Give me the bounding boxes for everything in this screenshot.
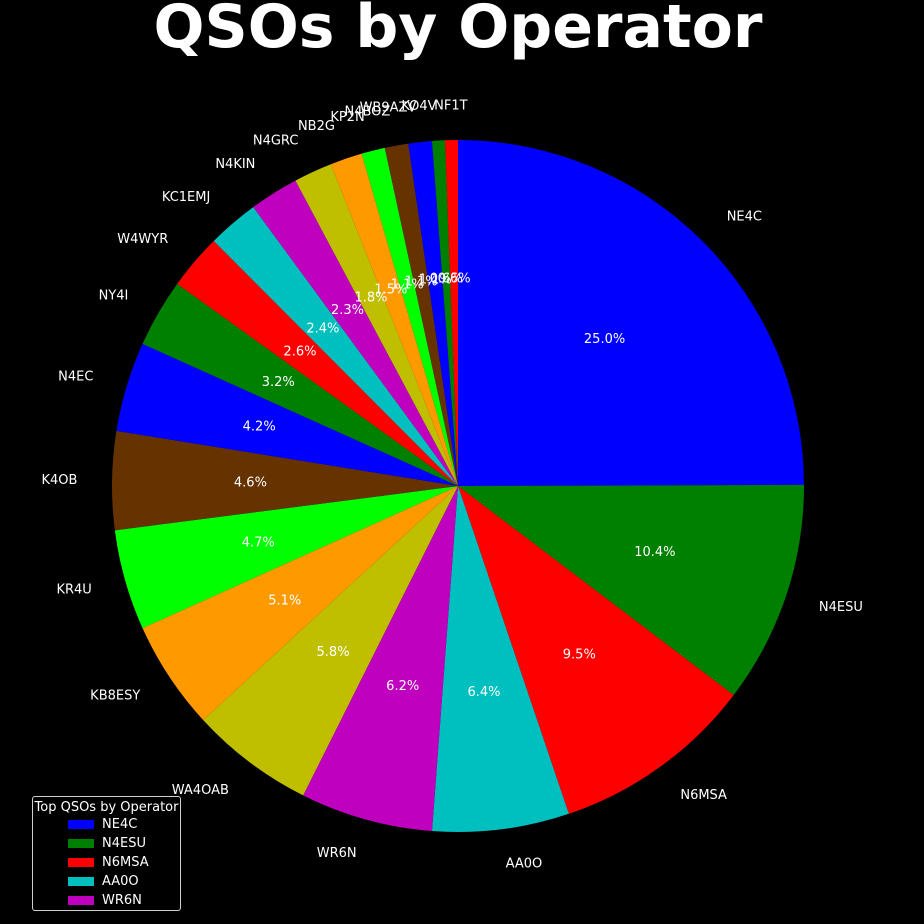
pie-slice-kr4u [114,486,458,629]
pie-slice-n4ec [116,343,458,486]
category-label-kc1emj: KC1EMJ [162,190,210,205]
legend-label: N4ESU [102,836,146,851]
percent-label-ne4c: 25.0% [584,332,625,347]
pie-slice-kc1emj [213,207,458,486]
percent-label-n4kin: 2.3% [331,303,364,318]
category-label-n4kin: N4KIN [215,157,255,172]
pie-slice-kp2n [361,147,458,486]
pie-slice-aa0o [431,486,569,832]
percent-label-nf1t: 0.6% [438,271,471,286]
legend-item-n4esu: N4ESU [33,834,180,853]
legend-item-wr6n: WR6N [33,891,180,910]
percent-label-nb2g: 1.5% [374,283,407,298]
legend-swatch [68,839,94,848]
legend-label: AA0O [102,874,139,889]
legend-label: NE4C [102,817,138,832]
legend-label: WR6N [102,893,142,908]
percent-label-ko4v: 0.6% [430,272,463,287]
category-labels: NE4C N4ESU N6MSA AA0O WR6N WA4OAB KB8ESY KR4U K4… [41,98,862,871]
percent-label-kr4u: 4.7% [242,536,275,551]
category-label-n4boz: N4BOZ [345,104,391,119]
legend-item-n6msa: N6MSA [33,853,180,872]
pie-slice-wa4oab [203,486,458,796]
category-label-kb8esy: KB8ESY [90,689,140,704]
percent-label-kp2n: 1.1% [391,278,424,293]
legend-item-ne4c: NE4C [33,815,180,834]
pie-slice-n4kin [253,180,458,487]
category-label-n4ec: N4EC [58,370,93,385]
pie-slices [112,140,804,832]
category-label-wr6n: WR6N [317,846,357,861]
percent-label-n4boz: 1.1% [405,275,438,290]
chart-title: QSOs by Operator [154,0,763,62]
pie-slice-wb9azv [408,140,458,486]
pie-slice-n6msa [458,486,734,814]
percent-label-kb8esy: 5.1% [268,593,301,608]
percent-label-aa0o: 6.4% [467,685,500,700]
category-label-n4grc: N4GRC [253,133,299,148]
percent-label-wa4oab: 5.8% [317,645,350,660]
legend-swatch [68,858,94,867]
percent-labels: 25.0% 10.4% 9.5% 6.4% 6.2% 5.8% 5.1% 4.7% 4.6% 4.… [234,271,676,700]
legend-title: Top QSOs by Operator [34,800,179,815]
legend-swatch [68,820,94,829]
pie-slice-nf1t [444,140,458,486]
pie-slice-ko4v [431,140,458,486]
category-label-n6msa: N6MSA [680,788,727,803]
percent-label-k4ob: 4.6% [234,476,267,491]
percent-label-n4ec: 4.2% [243,419,276,434]
percent-label-wb9azv: 1.1% [419,273,452,288]
percent-label-kc1emj: 2.4% [306,321,339,336]
category-label-nf1t: NF1T [434,98,467,113]
pie-slice-w4wyr [177,240,458,486]
pie-slice-ny4i [142,283,458,486]
category-label-k4ob: K4OB [41,473,77,488]
percent-label-ny4i: 3.2% [262,375,295,390]
legend-label: N6MSA [102,855,149,870]
pie-slice-kb8esy [142,486,458,721]
percent-label-wr6n: 6.2% [386,679,419,694]
legend-items: NE4C N4ESU N6MSA AA0O WR6N [33,815,180,910]
category-label-kr4u: KR4U [56,583,91,598]
pie-slice-k4ob [112,430,458,531]
category-label-n4esu: N4ESU [819,600,863,615]
category-label-wa4oab: WA4OAB [172,783,229,798]
category-label-w4wyr: W4WYR [117,232,168,247]
pie-slice-ne4c [458,140,804,486]
percent-label-w4wyr: 2.6% [283,344,316,359]
pie-slice-nb2g [330,153,458,486]
category-label-wb9azv: WB9AZV [360,101,417,116]
percent-label-n4esu: 10.4% [634,545,675,560]
percent-label-n6msa: 9.5% [563,647,596,662]
category-label-ko4v: KO4V [401,99,436,114]
category-label-aa0o: AA0O [506,857,543,872]
category-label-kp2n: KP2N [330,110,364,125]
pie-slice-wr6n [303,486,458,832]
legend-item-aa0o: AA0O [33,872,180,891]
legend-swatch [68,896,94,905]
category-label-ny4i: NY4I [99,289,129,304]
pie-slice-n4esu [458,484,804,696]
category-label-ne4c: NE4C [727,209,762,224]
category-label-nb2g: NB2G [298,119,335,134]
pie-slice-n4grc [295,164,458,486]
pie-slice-n4boz [384,143,458,487]
percent-label-n4grc: 1.8% [354,291,387,306]
legend-swatch [68,877,94,886]
legend: Top QSOs by Operator NE4C N4ESU N6MSA AA0O W… [32,796,181,911]
